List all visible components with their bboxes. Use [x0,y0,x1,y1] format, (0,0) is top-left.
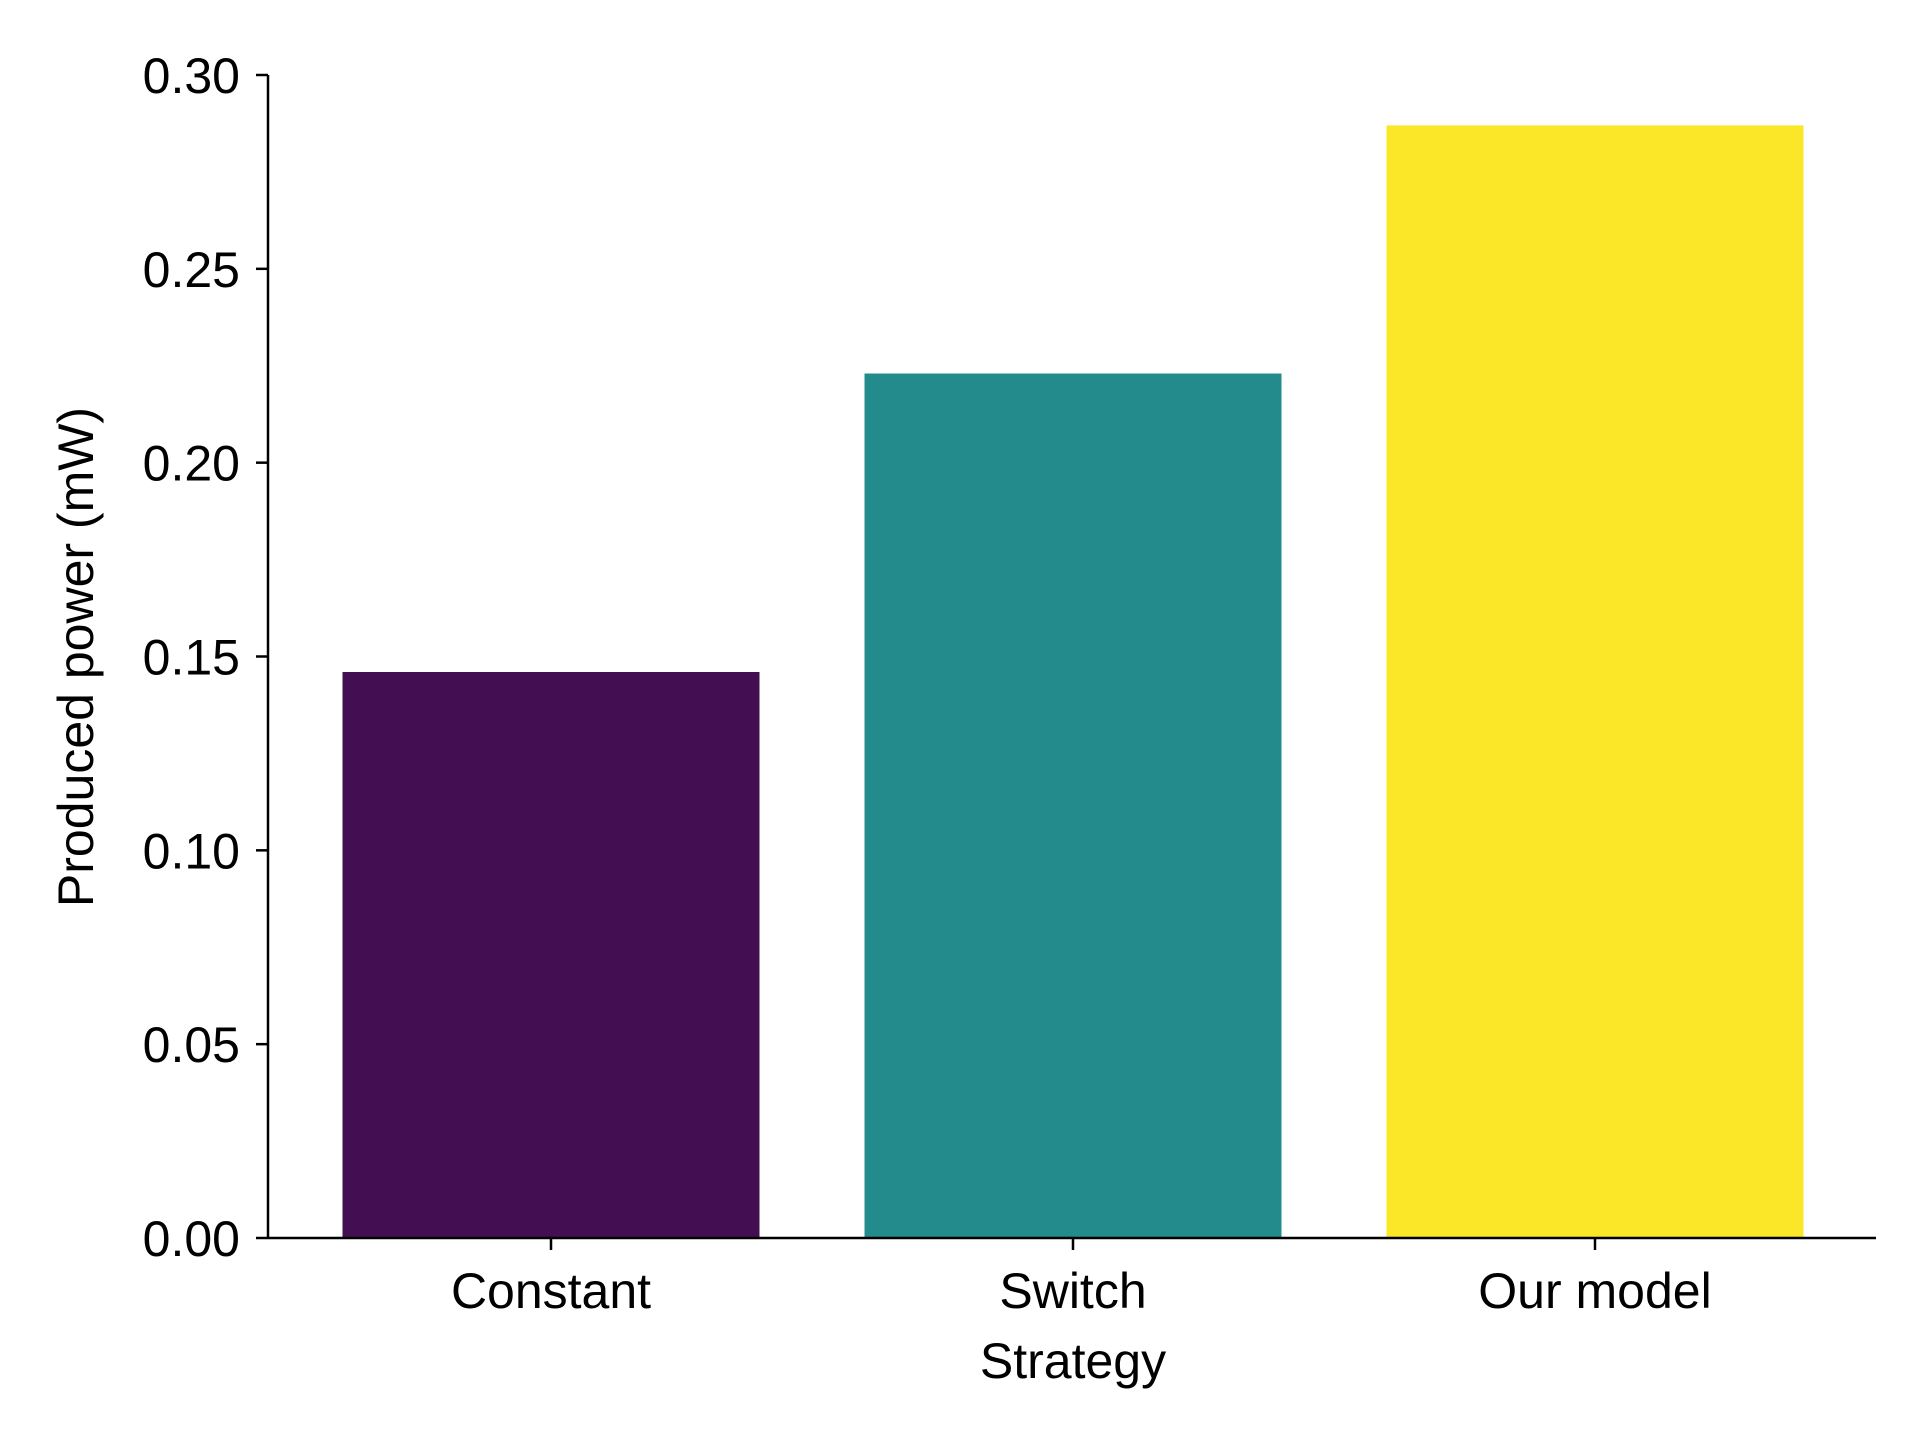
y-tick-label: 0.20 [143,436,240,492]
bar-our-model [1386,125,1804,1238]
y-tick-label: 0.30 [143,48,240,104]
x-tick-label-our-model: Our model [1478,1263,1711,1319]
x-axis-label: Strategy [980,1333,1166,1389]
y-tick-label: 0.00 [143,1211,240,1267]
bar-constant [342,672,760,1238]
y-tick-label: 0.10 [143,823,240,879]
x-tick-label-constant: Constant [451,1263,651,1319]
y-tick-label: 0.15 [143,630,240,686]
y-axis-label: Produced power (mW) [48,407,104,907]
y-tick-label: 0.05 [143,1017,240,1073]
x-tick-label-switch: Switch [999,1263,1146,1319]
ticks-layer: Constant Switch Our model 0.00 0.05 0.10 0.15 0… [143,48,1712,1319]
bars-layer [342,125,1804,1239]
bar-switch [864,373,1282,1239]
y-tick-label: 0.25 [143,242,240,298]
